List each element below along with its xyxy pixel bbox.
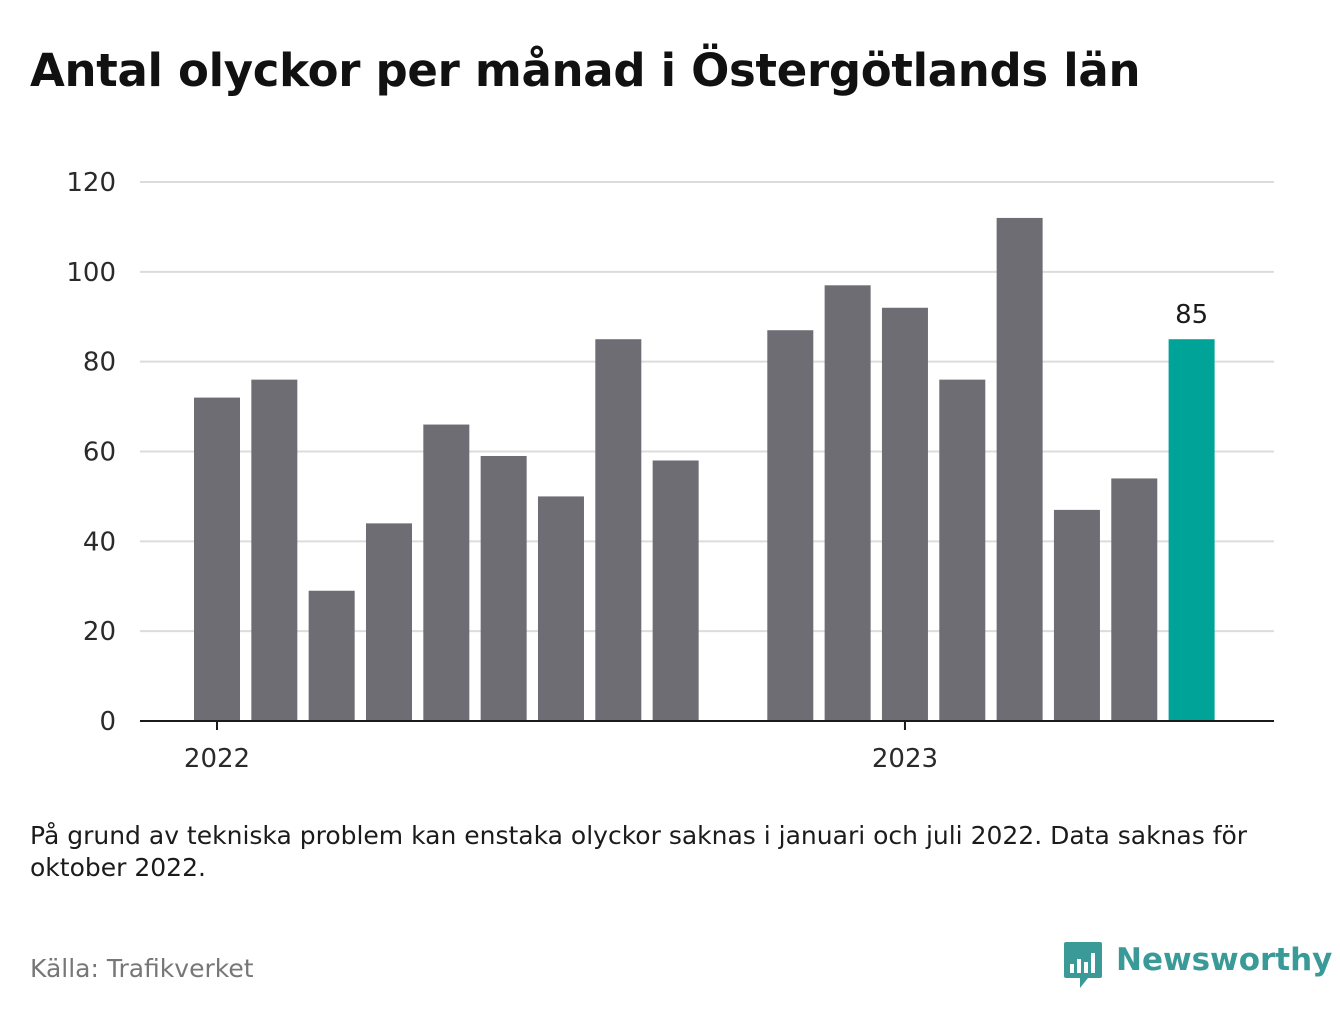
bar [194,397,240,721]
y-tick-label: 60 [83,438,116,468]
newsworthy-logo-icon [1064,942,1102,988]
brand-name: Newsworthy [1116,942,1333,978]
bar [996,217,1043,721]
bar [595,339,642,721]
bar [881,307,928,721]
bar [308,590,355,721]
y-tick-label: 0 [99,707,116,737]
y-tick-label: 100 [66,258,116,288]
bar [1053,509,1100,721]
source-label: Källa: Trafikverket [30,954,254,983]
chart-note: På grund av tekniska problem kan enstaka… [30,821,1248,882]
bar [537,496,584,721]
bar [767,330,814,721]
bar [939,379,986,721]
y-tick-label: 40 [83,527,116,557]
bar [365,523,412,721]
data-label: 85 [1175,300,1208,330]
y-tick-label: 120 [66,168,116,198]
bar [423,424,470,721]
bar [251,379,298,721]
y-tick-label: 80 [83,348,116,378]
x-tick-label: 2022 [184,744,250,774]
x-tick-label: 2023 [872,744,938,774]
chart-title: Antal olyckor per månad i Östergötlands … [30,44,1141,97]
bar [1168,339,1215,721]
bar [1111,478,1158,721]
bar [652,460,699,721]
brand-logo: Newsworthy [1062,940,1332,996]
y-tick-label: 20 [83,617,116,647]
bar [480,455,527,721]
bar-chart: 0 20 40 60 80 100 120 85 2022 2023 [66,168,1274,774]
bar [824,285,871,721]
